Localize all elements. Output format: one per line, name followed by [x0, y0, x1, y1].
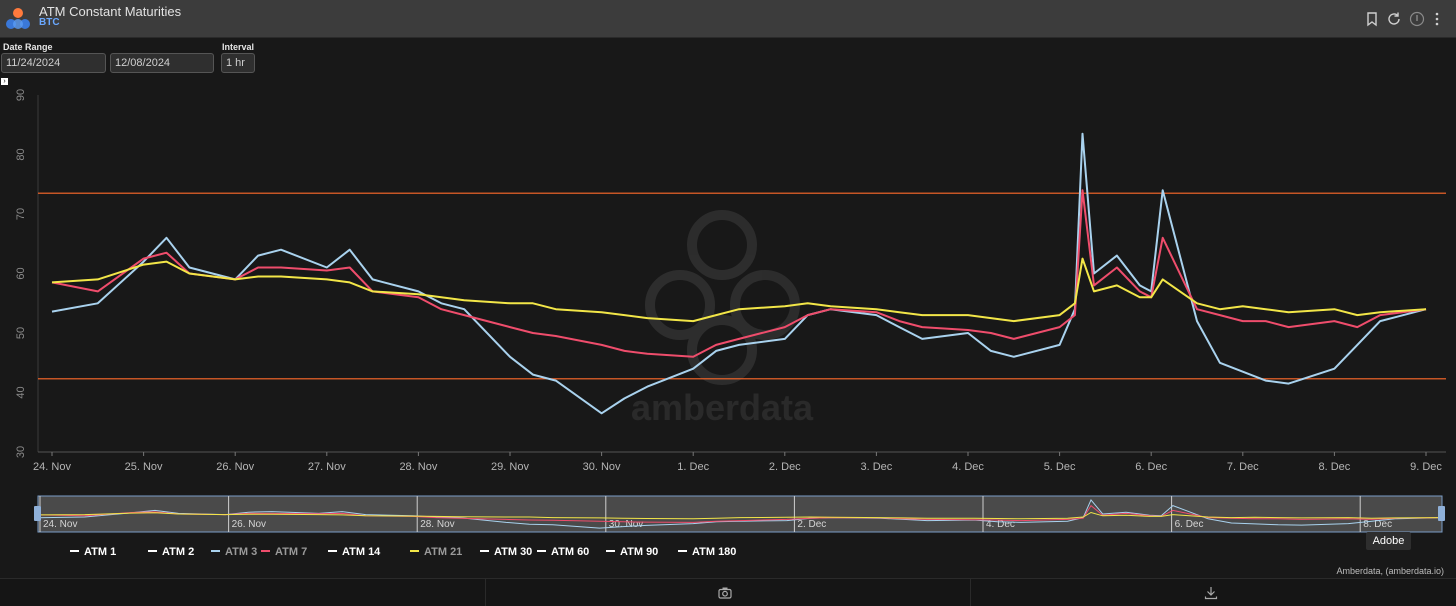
- x-tick-label: 24. Nov: [33, 461, 71, 473]
- legend-item[interactable]: ATM 90: [606, 546, 658, 562]
- legend-label: ATM 90: [620, 546, 659, 558]
- footer-divider: [485, 579, 486, 606]
- legend-label: ATM 60: [551, 546, 590, 558]
- tooltip: Adobe: [1366, 532, 1411, 550]
- navigator[interactable]: 24. Nov 26. Nov 28. Nov 30. Nov 2. Dec 4. Dec…: [34, 495, 1445, 533]
- x-tick-label: 3. Dec: [861, 461, 893, 473]
- legend-label: ATM 30: [494, 546, 533, 558]
- legend-label: ATM 2: [162, 546, 195, 558]
- amberdata-logo-icon: [6, 8, 30, 29]
- x-tick-label: 29. Nov: [491, 461, 529, 473]
- navigator-series-line: [37, 504, 1443, 523]
- more-menu-icon[interactable]: [1433, 11, 1441, 27]
- legend-label: ATM 3: [225, 546, 258, 558]
- legend-swatch: [410, 550, 419, 553]
- y-tick-label: 40: [15, 386, 27, 398]
- x-tick-label: 26. Nov: [216, 461, 254, 473]
- navigator-tick-label: 26. Nov: [232, 519, 266, 530]
- y-tick-label: 80: [15, 148, 27, 160]
- legend-item[interactable]: ATM 7: [261, 546, 307, 562]
- app-header: ATM Constant Maturities BTC: [0, 0, 1456, 38]
- x-tick-label: 7. Dec: [1227, 461, 1259, 473]
- x-tick-label: 28. Nov: [399, 461, 437, 473]
- legend-item[interactable]: ATM 3: [211, 546, 257, 562]
- expand-toggle-icon[interactable]: ›: [1, 78, 8, 85]
- footer-toolbar: [0, 578, 1456, 606]
- start-date-input[interactable]: 11/24/2024: [1, 53, 106, 73]
- legend-swatch: [606, 550, 615, 553]
- navigator-tick-label: 28. Nov: [420, 519, 454, 530]
- navigator-series-line: [37, 511, 1443, 520]
- legend-swatch: [261, 550, 270, 553]
- y-tick-label: 70: [15, 208, 27, 220]
- y-tick-label: 90: [15, 89, 27, 101]
- series-line: [51, 257, 1427, 323]
- x-tick-label: 9. Dec: [1410, 461, 1442, 473]
- x-tick-label: 25. Nov: [125, 461, 163, 473]
- end-date-input[interactable]: 12/08/2024: [110, 53, 214, 73]
- x-tick-label: 6. Dec: [1135, 461, 1167, 473]
- x-tick-label: 27. Nov: [308, 461, 346, 473]
- x-tick-label: 5. Dec: [1044, 461, 1076, 473]
- x-tick-label: 1. Dec: [677, 461, 709, 473]
- series-line: [51, 189, 1427, 358]
- x-tick-label: 2. Dec: [769, 461, 801, 473]
- navigator-tick-label: 2. Dec: [797, 519, 826, 530]
- legend-label: ATM 7: [275, 546, 308, 558]
- chart-controls: Date Range 11/24/2024 12/08/2024 Interva…: [0, 37, 1456, 87]
- watermark-text: amberdata: [631, 387, 814, 428]
- asset-subtitle: BTC: [39, 17, 60, 28]
- legend-swatch: [211, 550, 220, 553]
- legend-item[interactable]: ATM 14: [328, 546, 380, 562]
- legend-item[interactable]: ATM 1: [70, 546, 116, 562]
- page-title: ATM Constant Maturities: [39, 4, 182, 19]
- date-range-label: Date Range: [3, 42, 53, 52]
- legend-item[interactable]: ATM 30: [480, 546, 532, 562]
- legend-item[interactable]: ATM 2: [148, 546, 194, 562]
- navigator-tick-label: 6. Dec: [1175, 519, 1204, 530]
- legend-swatch: [480, 550, 489, 553]
- legend-item[interactable]: ATM 180: [678, 546, 736, 562]
- legend-item[interactable]: ATM 60: [537, 546, 589, 562]
- navigator-left-handle[interactable]: [34, 506, 41, 521]
- credits[interactable]: Amberdata, (amberdata.io): [1336, 566, 1444, 576]
- y-tick-label: 30: [15, 446, 27, 458]
- info-icon[interactable]: [1409, 11, 1425, 27]
- bookmark-icon[interactable]: [1364, 11, 1380, 27]
- y-tick-label: 50: [15, 327, 27, 339]
- legend-swatch: [70, 550, 79, 553]
- atm-chart[interactable]: amberdata 30 40 50 60 70 80 90 24. Nov 25. Nov 2…: [0, 0, 1456, 578]
- y-tick-label: 60: [15, 267, 27, 279]
- footer-divider: [970, 579, 971, 606]
- legend-swatch: [537, 550, 546, 553]
- navigator-tick-label: 4. Dec: [986, 519, 1015, 530]
- x-tick-label: 30. Nov: [583, 461, 621, 473]
- x-tick-label: 8. Dec: [1319, 461, 1351, 473]
- legend-label: ATM 1: [84, 546, 117, 558]
- navigator-right-handle[interactable]: [1438, 506, 1445, 521]
- download-icon[interactable]: [1204, 586, 1218, 600]
- navigator-tick-label: 8. Dec: [1363, 519, 1392, 530]
- interval-select[interactable]: 1 hr: [221, 53, 255, 73]
- x-tick-label: 4. Dec: [952, 461, 984, 473]
- navigator-tick-label: 30. Nov: [609, 519, 643, 530]
- camera-icon[interactable]: [718, 586, 732, 600]
- legend-swatch: [148, 550, 157, 553]
- legend-label: ATM 14: [342, 546, 381, 558]
- legend-item[interactable]: ATM 21: [410, 546, 462, 562]
- legend-swatch: [678, 550, 687, 553]
- legend-label: ATM 21: [424, 546, 463, 558]
- navigator-tick-label: 24. Nov: [43, 519, 77, 530]
- refresh-icon[interactable]: [1386, 11, 1402, 27]
- interval-label: Interval: [222, 42, 255, 52]
- legend-swatch: [328, 550, 337, 553]
- legend-label: ATM 180: [692, 546, 737, 558]
